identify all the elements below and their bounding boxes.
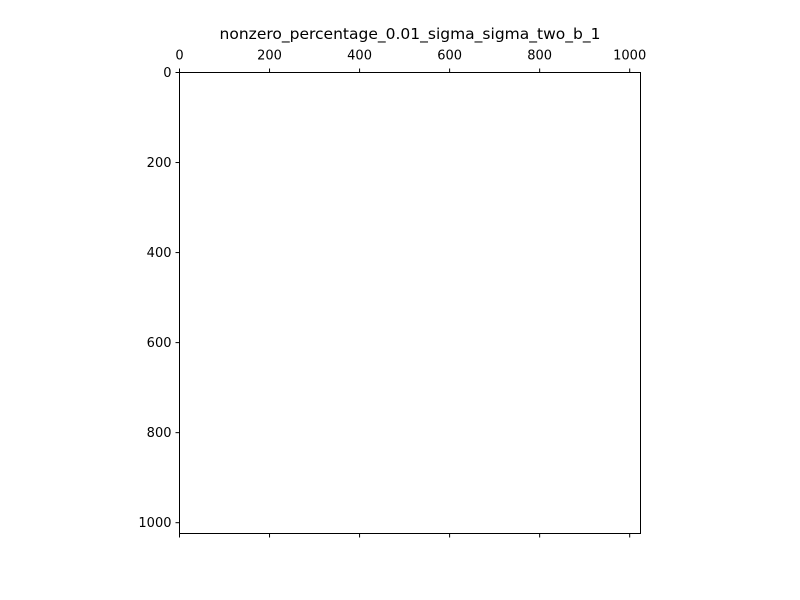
x-tick-label: 200 <box>257 49 282 64</box>
y-tick-label: 600 <box>147 336 172 351</box>
x-tick-label: 800 <box>527 49 552 64</box>
x-tick-label: 600 <box>437 49 462 64</box>
y-axis-left: 0 200 400 600 800 1000 <box>138 66 180 531</box>
x-tick-label: 400 <box>347 49 372 64</box>
x-tick-label: 1000 <box>613 49 646 64</box>
chart-title: nonzero_percentage_0.01_sigma_sigma_two_… <box>220 25 601 44</box>
y-tick-label: 200 <box>147 156 172 171</box>
y-tick-label: 400 <box>147 246 172 261</box>
x-axis-bottom-ticks <box>179 533 631 538</box>
y-tick-label: 0 <box>163 66 171 81</box>
x-axis-top: 0 200 400 600 800 1000 <box>175 49 646 73</box>
plot-frame <box>179 72 641 534</box>
x-tick-label: 0 <box>175 49 183 64</box>
y-tick-label: 1000 <box>138 516 171 531</box>
y-tick-label: 800 <box>147 426 172 441</box>
plot-area <box>179 72 641 534</box>
